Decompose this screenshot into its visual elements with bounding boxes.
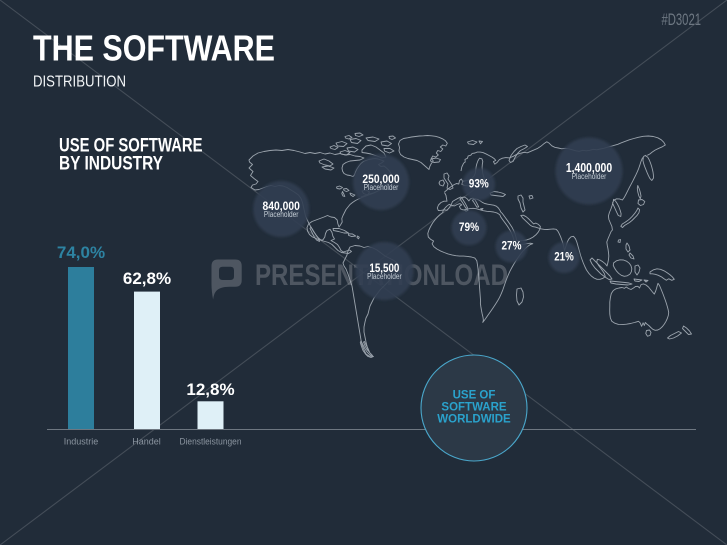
svg-text:Handel: Handel [132,437,161,447]
svg-text:#D3021: #D3021 [662,11,702,29]
svg-text:74,0%: 74,0% [57,243,105,262]
svg-text:840,000: 840,000 [263,201,300,213]
svg-text:Placeholder: Placeholder [364,183,399,192]
svg-text:27%: 27% [502,239,522,253]
svg-text:Dienstleistungen: Dienstleistungen [180,437,242,447]
svg-text:1,400,000: 1,400,000 [566,161,612,175]
svg-text:12,8%: 12,8% [186,380,234,399]
svg-text:250,000: 250,000 [362,174,399,186]
svg-text:Placeholder: Placeholder [572,172,607,181]
svg-text:Placeholder: Placeholder [367,272,402,281]
svg-text:BY INDUSTRY: BY INDUSTRY [59,154,163,175]
svg-text:62,8%: 62,8% [123,269,171,288]
svg-text:93%: 93% [469,177,489,191]
svg-text:DISTRIBUTION: DISTRIBUTION [33,74,126,91]
svg-text:21%: 21% [554,250,574,264]
svg-text:USE OF SOFTWARE: USE OF SOFTWARE [59,136,203,157]
svg-text:15,500: 15,500 [369,261,399,275]
svg-text:Placeholder: Placeholder [264,210,299,219]
svg-text:Industrie: Industrie [64,437,99,447]
svg-text:SOFTWARE: SOFTWARE [441,402,506,414]
svg-text:USE OF: USE OF [453,390,496,402]
svg-text:79%: 79% [459,220,479,234]
svg-text:WORLDWIDE: WORLDWIDE [437,414,511,426]
svg-text:THE SOFTWARE: THE SOFTWARE [33,28,275,69]
